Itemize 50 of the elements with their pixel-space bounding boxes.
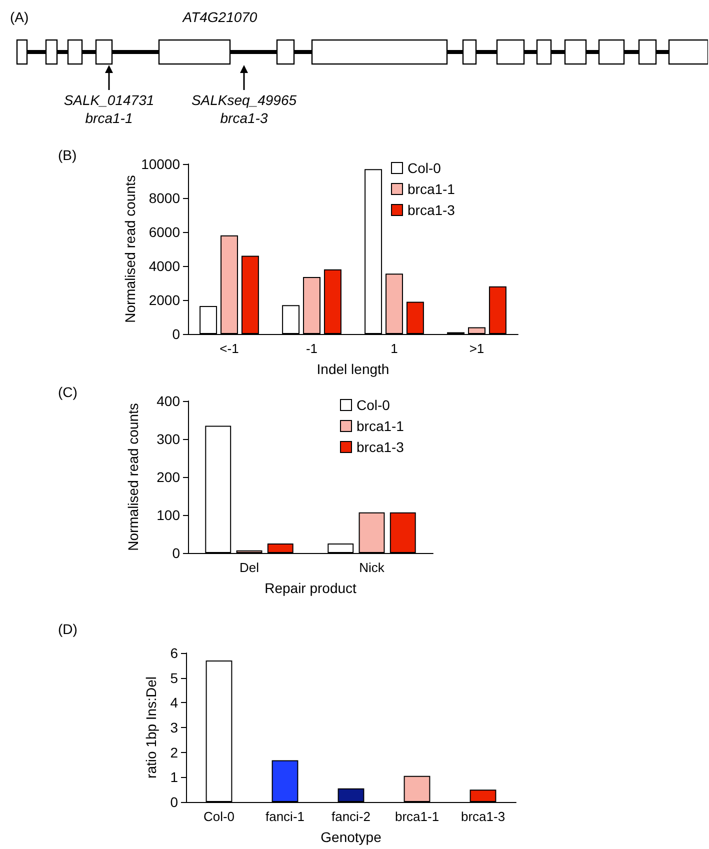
y-tick-label: 2 (170, 744, 178, 760)
x-tick-label: >1 (469, 341, 484, 356)
x-axis-title: Genotype (320, 829, 382, 845)
text: (A) (10, 9, 29, 25)
y-tick-label: 8000 (148, 190, 180, 206)
y-tick-label: 300 (156, 431, 180, 447)
y-tick-label: 400 (156, 393, 180, 409)
x-tick-label: -1 (306, 341, 318, 356)
x-tick-label: <-1 (220, 341, 239, 356)
y-tick-label: 4 (170, 694, 178, 711)
x-axis-title: Repair product (264, 580, 357, 596)
y-tick-label: 6000 (148, 224, 180, 240)
y-tick-label: 1 (170, 769, 178, 786)
x-tick-label: brca1-1 (394, 809, 440, 824)
text: (D) (58, 621, 78, 637)
y-tick-label: 0 (172, 545, 180, 561)
y-tick-label: 200 (156, 469, 180, 485)
y-tick-label: 6 (170, 645, 178, 661)
legend-label: Col-0 (356, 397, 390, 413)
x-axis-title: Indel length (316, 361, 390, 377)
y-tick-label: 10000 (141, 156, 180, 172)
x-tick-label: Del (239, 560, 260, 575)
y-tick-label: 100 (156, 507, 180, 523)
legend-label: brca1-3 (356, 439, 404, 455)
y-tick-label: 2000 (148, 292, 180, 308)
x-tick-label: 1 (390, 341, 398, 356)
text: (B) (58, 147, 77, 163)
legend-label: brca1-3 (408, 202, 456, 218)
x-tick-label: fanci-2 (331, 809, 371, 824)
y-tick-label: 0 (170, 794, 178, 810)
y-tick-label: 5 (170, 670, 178, 686)
y-tick-label: 4000 (148, 258, 180, 274)
y-axis-title: Normalised read counts (125, 403, 141, 551)
text: brca1-3 (220, 110, 268, 126)
text: AT4G21070 (182, 9, 258, 25)
legend-label: brca1-1 (356, 418, 404, 434)
legend-label: Col-0 (408, 160, 442, 176)
text: (C) (58, 384, 78, 400)
y-tick-label: 3 (170, 720, 178, 736)
y-tick-label: 0 (172, 326, 180, 342)
text: brca1-1 (85, 110, 133, 126)
legend-label: brca1-1 (408, 181, 456, 197)
text: SALK_014731 (64, 92, 154, 108)
x-tick-label: Nick (359, 560, 385, 575)
y-axis-title: Normalised read counts (122, 175, 138, 323)
x-tick-label: brca1-3 (460, 809, 506, 824)
x-tick-label: Col-0 (203, 809, 235, 824)
y-axis-title: ratio 1bp Ins:Del (143, 676, 159, 778)
text: SALKseq_49965 (191, 92, 297, 108)
x-tick-label: fanci-1 (265, 809, 305, 824)
